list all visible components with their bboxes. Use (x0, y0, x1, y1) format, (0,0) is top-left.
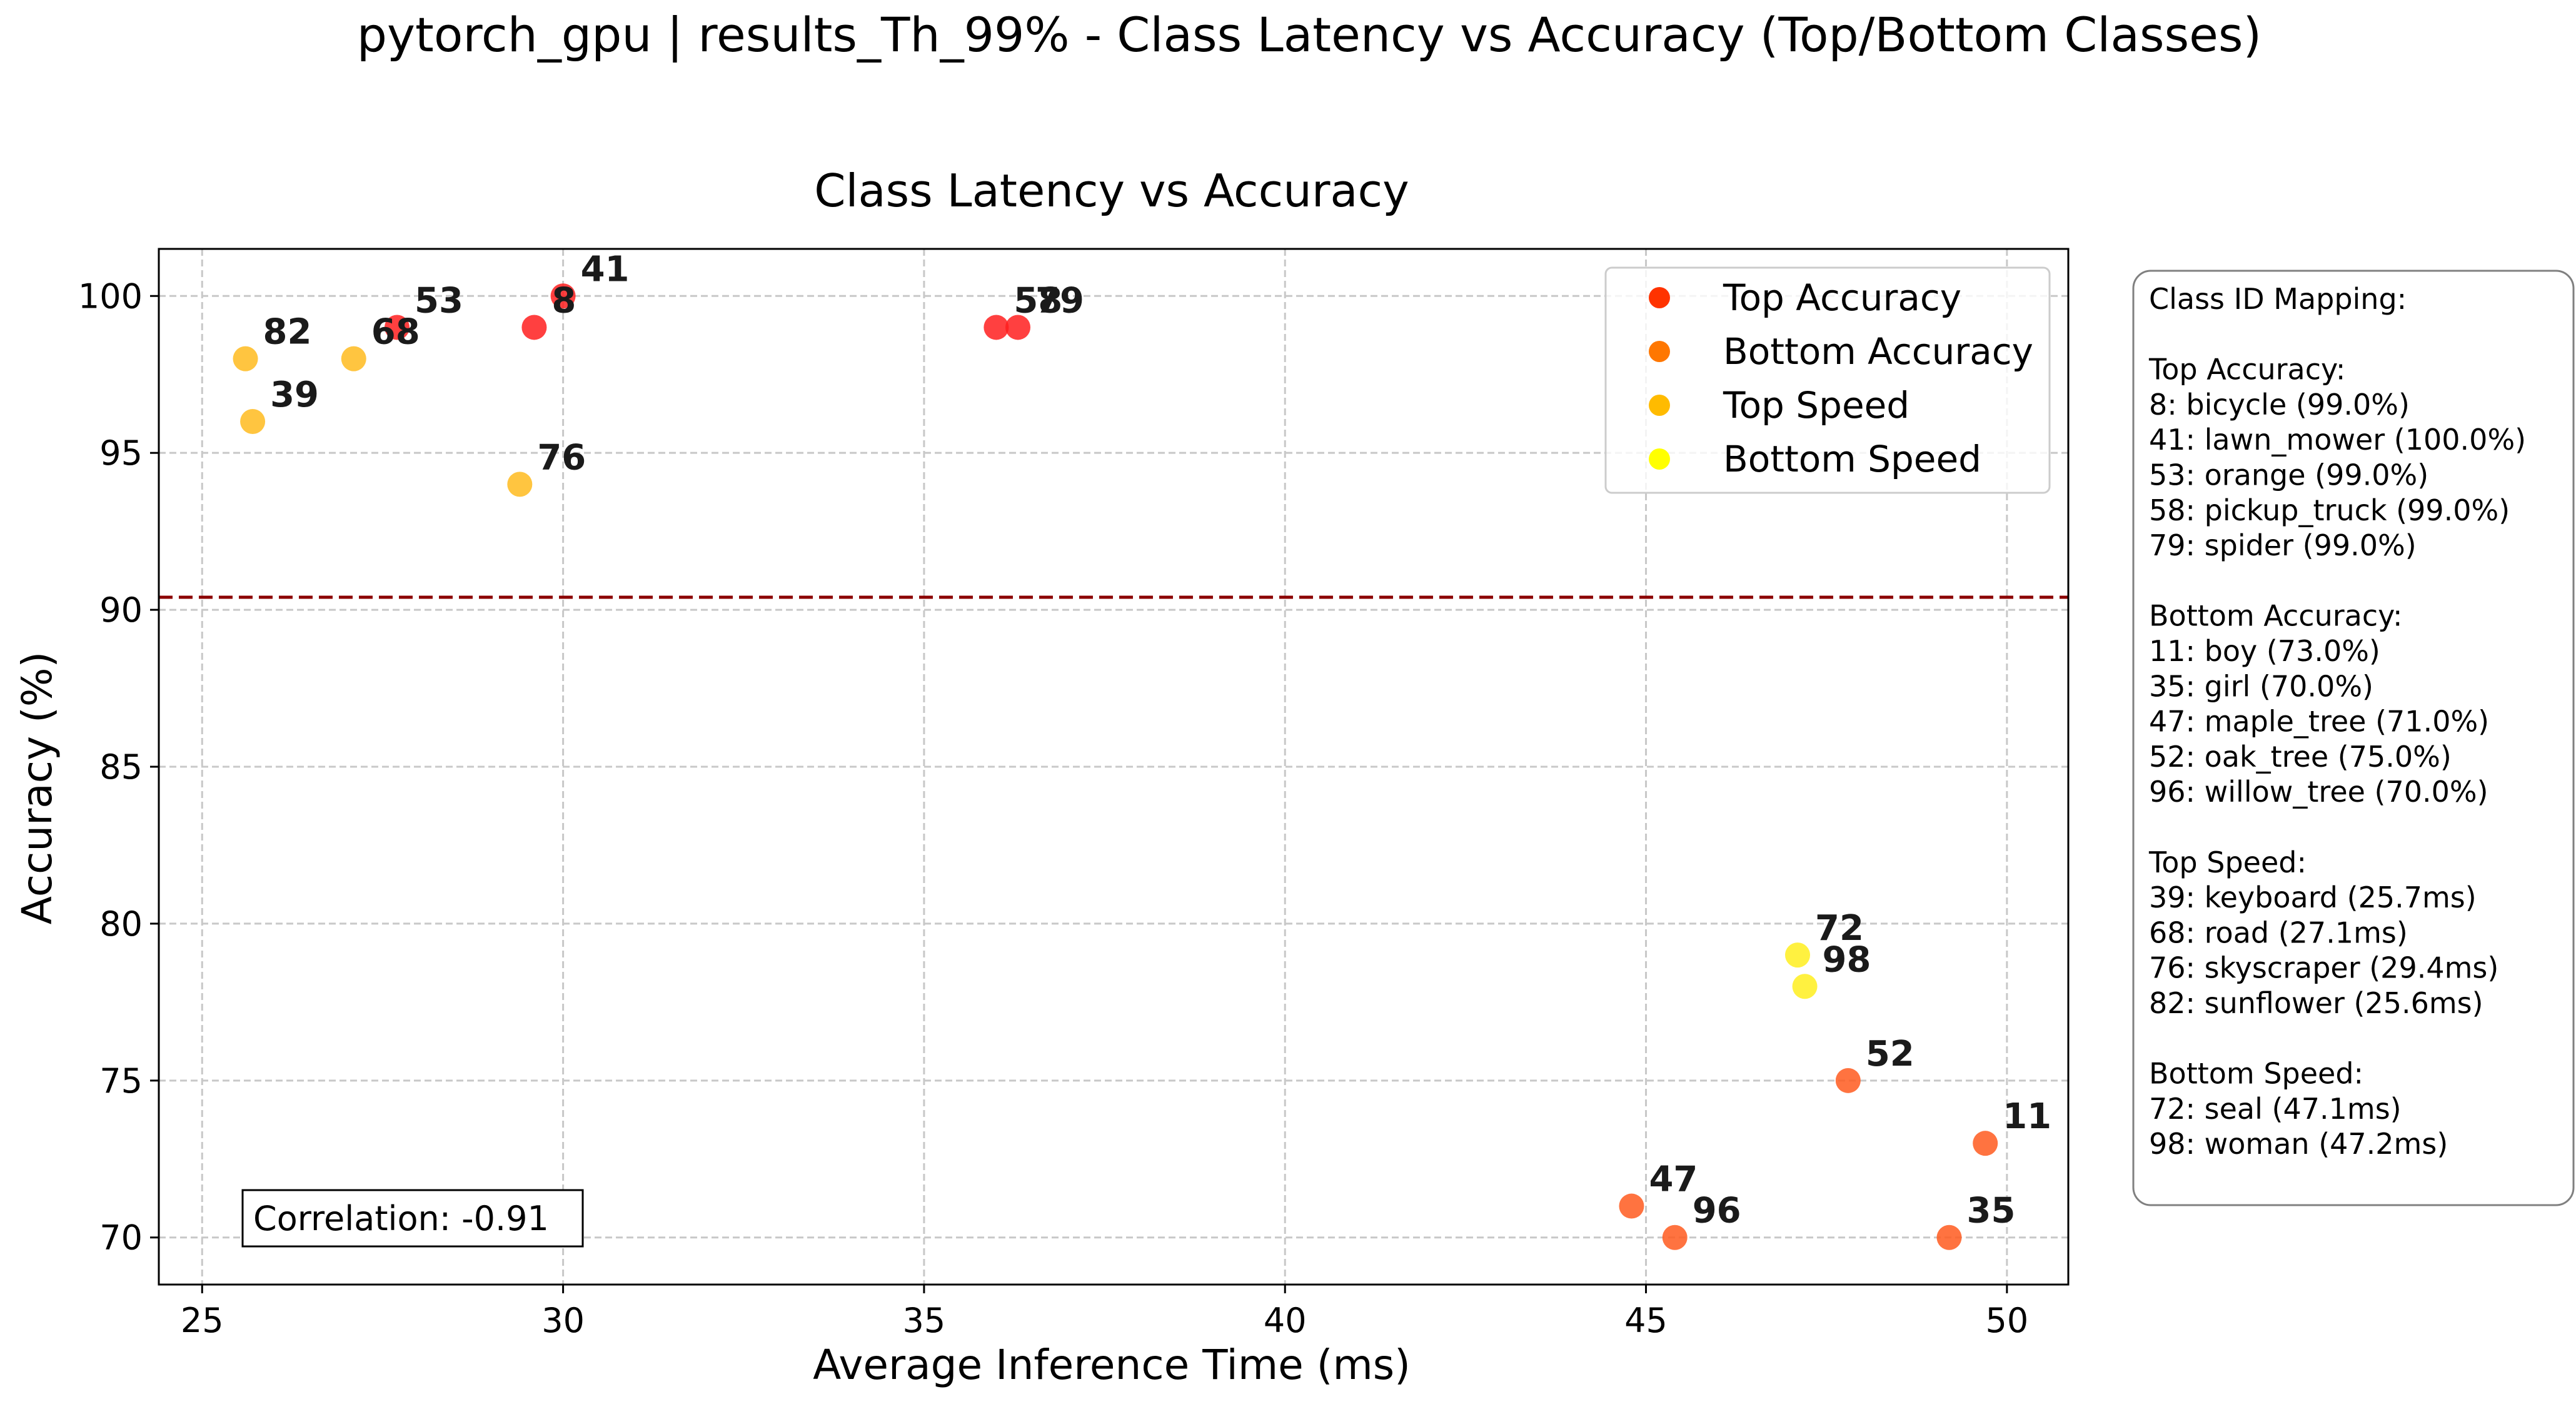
correlation-text: Correlation: -0.91 (253, 1199, 549, 1238)
correlation-annotation: Correlation: -0.91 (241, 1189, 584, 1248)
y-tick-label: 100 (78, 276, 143, 316)
data-point-label: 76 (537, 437, 586, 478)
y-tick-label: 85 (99, 747, 143, 787)
data-point (1973, 1131, 1998, 1156)
mapping-line: 35: girl (70.0%) (2149, 669, 2373, 703)
mapping-line: 41: lawn_mower (100.0%) (2149, 423, 2526, 457)
correlation-box (241, 1189, 584, 1248)
data-point (521, 315, 547, 340)
mapping-line: Top Accuracy: (2148, 353, 2345, 386)
data-point-label: 35 (1966, 1191, 2015, 1231)
y-tick-label: 95 (99, 433, 143, 473)
data-point-label: 96 (1693, 1191, 1741, 1231)
figure-suptitle: pytorch_gpu | results_Th_99% - Class Lat… (357, 7, 2262, 63)
data-point (1662, 1225, 1688, 1250)
mapping-line: 11: boy (73.0%) (2149, 634, 2380, 668)
class-mapping-box: Class ID Mapping: Top Accuracy: 8: bicycle… (2132, 270, 2575, 1206)
data-point (385, 315, 410, 340)
data-point-label: 72 (1815, 908, 1864, 949)
data-point-label: 79 (1035, 280, 1084, 321)
mapping-line: 96: willow_tree (70.0%) (2149, 775, 2488, 809)
legend-label: Top Accuracy (1723, 276, 1961, 319)
data-point-label: 8 (551, 280, 576, 321)
data-point (507, 472, 533, 497)
data-point-label: 98 (1823, 939, 1871, 980)
data-point (550, 283, 576, 309)
data-point-label: 41 (581, 249, 630, 290)
x-tick-label: 50 (1985, 1301, 2028, 1340)
chart-title: Class Latency vs Accuracy (814, 164, 1409, 217)
legend-marker (1649, 448, 1670, 470)
data-point (1936, 1225, 1962, 1250)
legend-box (1604, 266, 2051, 494)
mapping-box-frame (2132, 270, 2575, 1206)
data-point-label: 47 (1649, 1159, 1698, 1200)
data-point-label: 52 (1866, 1034, 1914, 1074)
data-point (984, 315, 1009, 340)
y-tick-label: 75 (99, 1061, 143, 1101)
mapping-line: Bottom Accuracy: (2149, 599, 2403, 633)
x-axis-label: Average Inference Time (ms) (813, 1341, 1411, 1389)
legend-label: Top Speed (1723, 384, 1909, 427)
mapping-line: 68: road (27.1ms) (2149, 916, 2408, 949)
x-tick-label: 45 (1624, 1301, 1668, 1340)
legend-label: Bottom Speed (1723, 438, 1981, 480)
data-points (233, 283, 1998, 1250)
mapping-line: Class ID Mapping: (2149, 282, 2407, 316)
x-tick-label: 30 (541, 1301, 585, 1340)
data-point (233, 346, 258, 371)
data-point (1619, 1193, 1644, 1219)
legend-marker (1649, 341, 1670, 362)
legend-marker (1649, 287, 1670, 308)
mapping-line: 72: seal (47.1ms) (2149, 1092, 2402, 1126)
y-axis-label: Accuracy (%) (13, 652, 61, 925)
mapping-line: Bottom Speed: (2149, 1057, 2363, 1091)
mapping-line: 39: keyboard (25.7ms) (2149, 881, 2477, 914)
mapping-line: Top Speed: (2148, 846, 2307, 879)
data-point (1785, 942, 1811, 968)
data-point (1005, 315, 1031, 340)
y-tick-label: 80 (99, 904, 143, 944)
data-point (1792, 974, 1818, 999)
legend-label: Bottom Accuracy (1723, 330, 2033, 373)
mapping-line: 82: sunflower (25.6ms) (2149, 986, 2483, 1020)
data-point-label: 82 (263, 312, 312, 353)
x-tick-label: 25 (181, 1301, 224, 1340)
legend: Top Accuracy Bottom Accuracy Top Speed Bott… (1604, 266, 2051, 494)
mapping-line: 53: orange (99.0%) (2149, 458, 2428, 492)
mapping-line: 47: maple_tree (71.0%) (2149, 705, 2489, 739)
mapping-box-text: Class ID Mapping: Top Accuracy: 8: bicycle… (2148, 282, 2526, 1161)
x-tick-label: 35 (903, 1301, 946, 1340)
data-point-label: 39 (270, 375, 319, 415)
mapping-line: 79: spider (99.0%) (2149, 528, 2417, 562)
data-point-label: 68 (371, 312, 420, 353)
y-tick-label: 90 (99, 590, 143, 630)
data-point (240, 409, 266, 434)
y-tick-label: 70 (99, 1218, 143, 1258)
mapping-line: 98: woman (47.2ms) (2149, 1127, 2448, 1161)
mapping-line: 52: oak_tree (75.0%) (2149, 740, 2452, 774)
mapping-line: 58: pickup_truck (99.0%) (2149, 493, 2510, 527)
x-tick-label: 40 (1264, 1301, 1307, 1340)
mapping-line: 76: skyscraper (29.4ms) (2149, 951, 2498, 985)
data-point-label: 53 (415, 280, 463, 321)
data-point (1835, 1068, 1861, 1093)
data-point-label: 58 (1014, 280, 1062, 321)
legend-marker (1649, 395, 1670, 416)
data-point-label: 11 (2003, 1096, 2051, 1137)
mapping-line: 8: bicycle (99.0%) (2149, 388, 2410, 422)
ticks: 25 30 35 40 45 50 70 75 80 85 90 95 100 (78, 276, 2028, 1340)
data-point (341, 346, 366, 371)
